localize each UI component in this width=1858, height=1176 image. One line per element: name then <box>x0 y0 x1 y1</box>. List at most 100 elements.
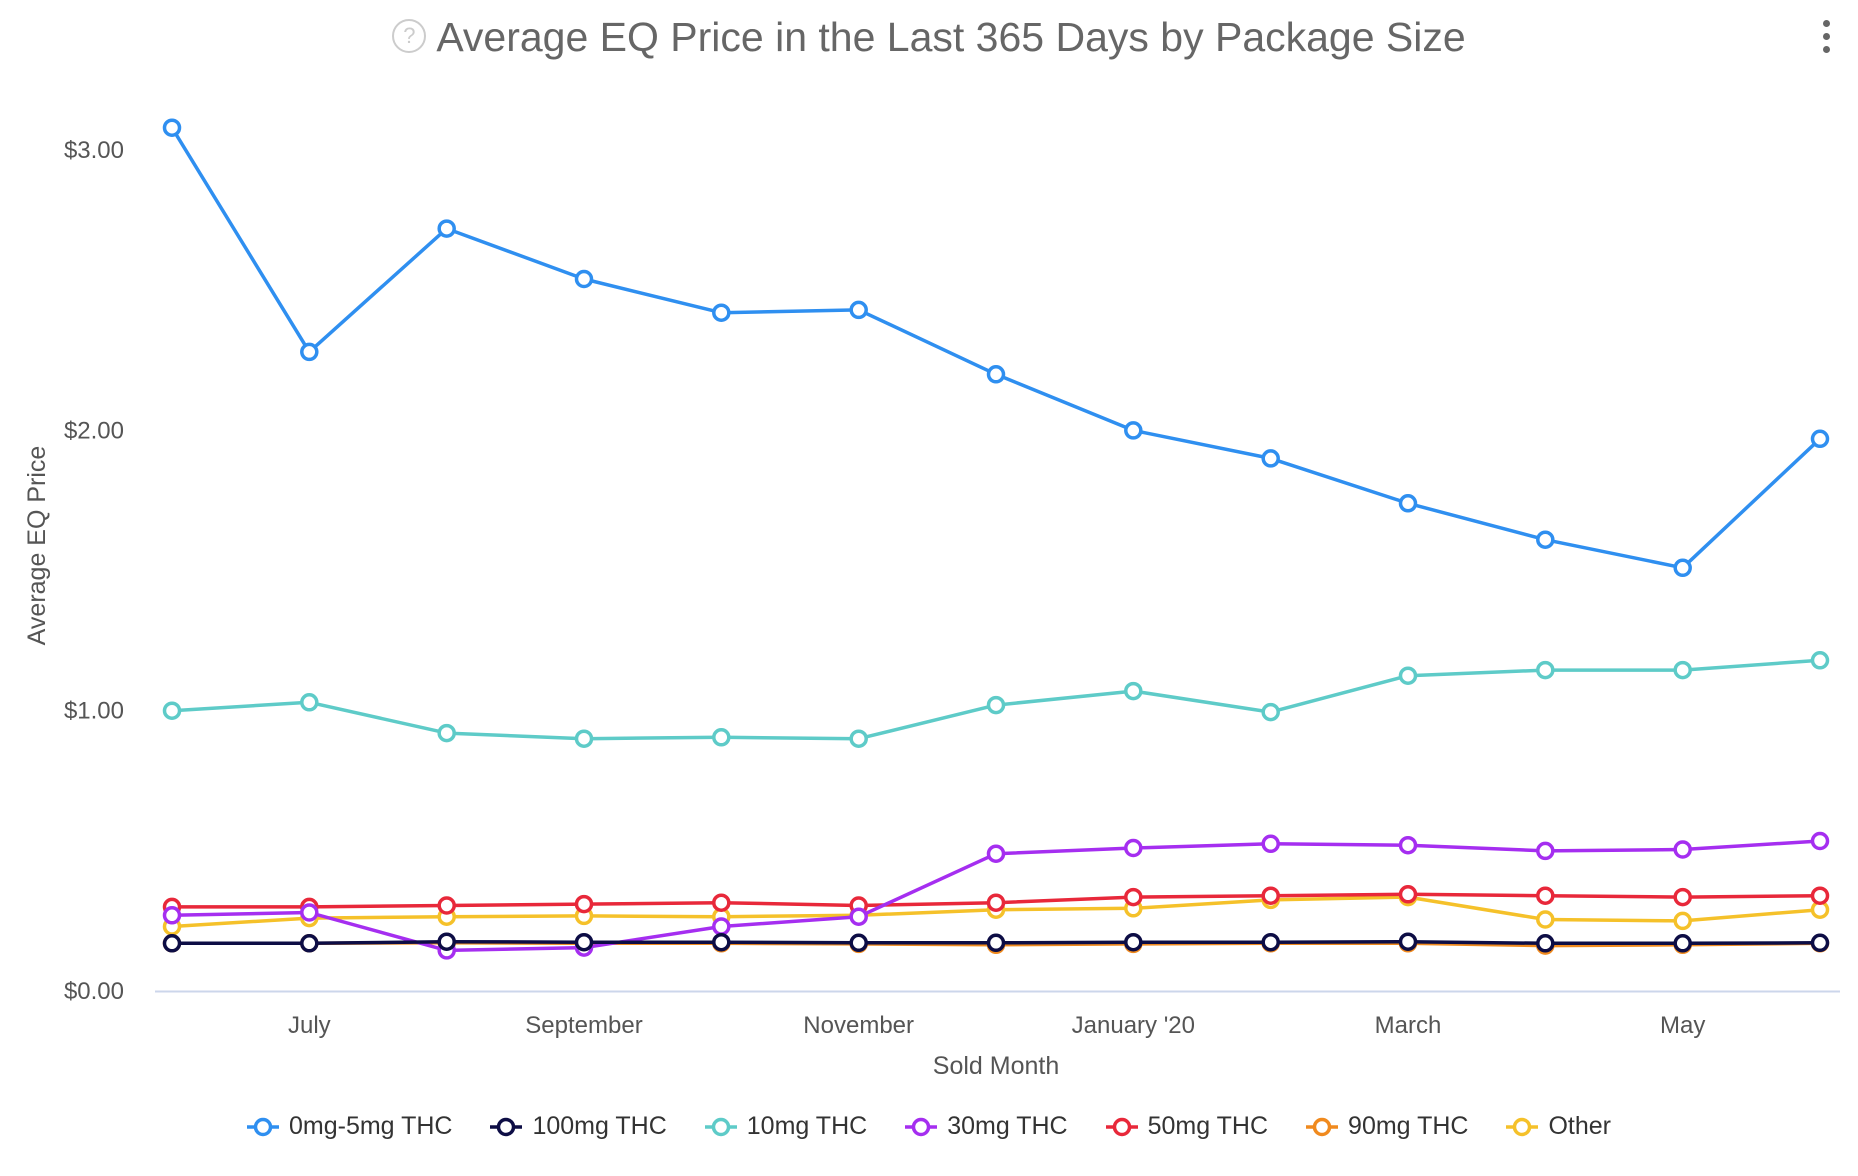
data-point[interactable] <box>986 933 1006 953</box>
data-point[interactable] <box>849 300 868 320</box>
data-point[interactable] <box>574 269 594 289</box>
data-point[interactable] <box>1261 932 1280 952</box>
legend-marker-icon <box>905 1117 938 1136</box>
data-point[interactable] <box>1398 932 1418 951</box>
menu-dot <box>1822 20 1830 27</box>
data-point[interactable] <box>162 118 182 137</box>
x-tick-label: March <box>1375 1012 1442 1039</box>
series-100mg-thc[interactable] <box>162 932 1830 953</box>
legend-label: 50mg THC <box>1147 1112 1269 1140</box>
legend-item[interactable]: 30mg THC <box>905 1112 1068 1141</box>
x-axis: July September November January '20 March May <box>288 1012 1705 1039</box>
data-point[interactable] <box>849 729 868 748</box>
data-point[interactable] <box>986 695 1006 715</box>
data-point[interactable] <box>986 844 1006 863</box>
data-point[interactable] <box>1673 911 1692 931</box>
legend-label: Other <box>1548 1112 1611 1140</box>
data-point[interactable] <box>300 342 319 362</box>
data-point[interactable] <box>712 728 731 747</box>
data-point[interactable] <box>1261 449 1280 468</box>
data-point[interactable] <box>300 903 319 922</box>
data-point[interactable] <box>986 893 1006 912</box>
chart-menu-button[interactable] <box>1814 20 1838 64</box>
data-point[interactable] <box>1536 886 1555 905</box>
data-point[interactable] <box>1673 660 1692 680</box>
data-point[interactable] <box>437 219 456 238</box>
legend-marker-icon <box>490 1117 523 1136</box>
help-circle-icon[interactable]: ? <box>392 19 427 54</box>
data-point[interactable] <box>1261 886 1280 905</box>
legend-marker-icon <box>1506 1117 1539 1136</box>
line-chart: $0.00 $1.00 $2.00 $3.00 July September Novemb… <box>23 118 1840 1080</box>
series-10mg-thc[interactable] <box>162 651 1830 748</box>
data-point[interactable] <box>1673 887 1692 907</box>
data-point[interactable] <box>1536 841 1555 861</box>
data-point[interactable] <box>712 303 731 322</box>
data-point[interactable] <box>1261 834 1280 854</box>
legend-item[interactable]: 10mg THC <box>704 1112 867 1141</box>
data-point[interactable] <box>1536 530 1555 549</box>
data-point[interactable] <box>1810 933 1830 953</box>
data-point[interactable] <box>1124 838 1143 858</box>
y-tick-label: $1.00 <box>64 698 124 725</box>
series-50mg-thc[interactable] <box>162 885 1830 917</box>
data-point[interactable] <box>1810 651 1830 670</box>
data-point[interactable] <box>1536 910 1555 929</box>
data-point[interactable] <box>1398 666 1418 685</box>
data-point[interactable] <box>300 934 319 953</box>
data-point[interactable] <box>849 907 868 926</box>
data-point[interactable] <box>1124 681 1143 701</box>
y-tick-label: $0.00 <box>64 978 124 1005</box>
legend-item[interactable]: 100mg THC <box>490 1112 667 1141</box>
data-point[interactable] <box>849 933 868 953</box>
series-0mg-5mg-thc[interactable] <box>162 118 1830 578</box>
data-point[interactable] <box>1673 934 1692 953</box>
menu-dot <box>1822 33 1830 40</box>
data-point[interactable] <box>1536 660 1555 680</box>
data-point[interactable] <box>712 932 731 952</box>
legend-item[interactable]: Other <box>1506 1112 1611 1141</box>
data-point[interactable] <box>300 693 319 712</box>
legend-marker-icon <box>1105 1117 1138 1136</box>
data-point[interactable] <box>437 723 456 743</box>
data-point[interactable] <box>1536 934 1555 953</box>
data-point[interactable] <box>437 896 456 915</box>
data-point[interactable] <box>574 932 594 952</box>
data-point[interactable] <box>1124 421 1143 440</box>
data-point[interactable] <box>712 917 731 936</box>
data-point[interactable] <box>1398 885 1418 904</box>
legend-item[interactable]: 50mg THC <box>1105 1112 1269 1141</box>
y-tick-label: $3.00 <box>64 137 124 164</box>
legend-marker-icon <box>246 1117 279 1136</box>
data-point[interactable] <box>162 906 182 925</box>
data-point[interactable] <box>1261 702 1280 722</box>
data-point[interactable] <box>1810 886 1830 905</box>
data-point[interactable] <box>1124 887 1143 907</box>
legend-item[interactable]: 90mg THC <box>1306 1112 1468 1141</box>
data-point[interactable] <box>574 894 594 914</box>
legend-label: 0mg-5mg THC <box>288 1112 453 1140</box>
data-point[interactable] <box>986 365 1006 384</box>
data-point[interactable] <box>1673 558 1692 578</box>
data-point[interactable] <box>1398 835 1418 855</box>
data-point[interactable] <box>162 934 182 953</box>
data-point[interactable] <box>1810 831 1830 851</box>
series-line[interactable] <box>170 126 1822 570</box>
x-tick-label: July <box>288 1012 331 1039</box>
data-point[interactable] <box>1810 429 1830 449</box>
legend-item[interactable]: 0mg-5mg THC <box>246 1112 453 1141</box>
data-point[interactable] <box>1398 494 1418 513</box>
data-point[interactable] <box>712 893 731 912</box>
x-tick-label: September <box>525 1012 642 1039</box>
chart-header: ? Average EQ Price in the Last 365 Days b… <box>0 0 1858 90</box>
data-point[interactable] <box>437 932 456 951</box>
data-point[interactable] <box>1124 932 1143 952</box>
x-axis-title: Sold Month <box>933 1052 1059 1080</box>
data-point[interactable] <box>162 701 182 720</box>
data-point[interactable] <box>574 729 594 748</box>
x-tick-label: January '20 <box>1072 1012 1195 1039</box>
y-axis: $0.00 $1.00 $2.00 $3.00 <box>64 137 124 1005</box>
y-tick-label: $2.00 <box>64 417 124 444</box>
data-point[interactable] <box>1673 840 1692 859</box>
x-tick-label: May <box>1660 1012 1705 1039</box>
